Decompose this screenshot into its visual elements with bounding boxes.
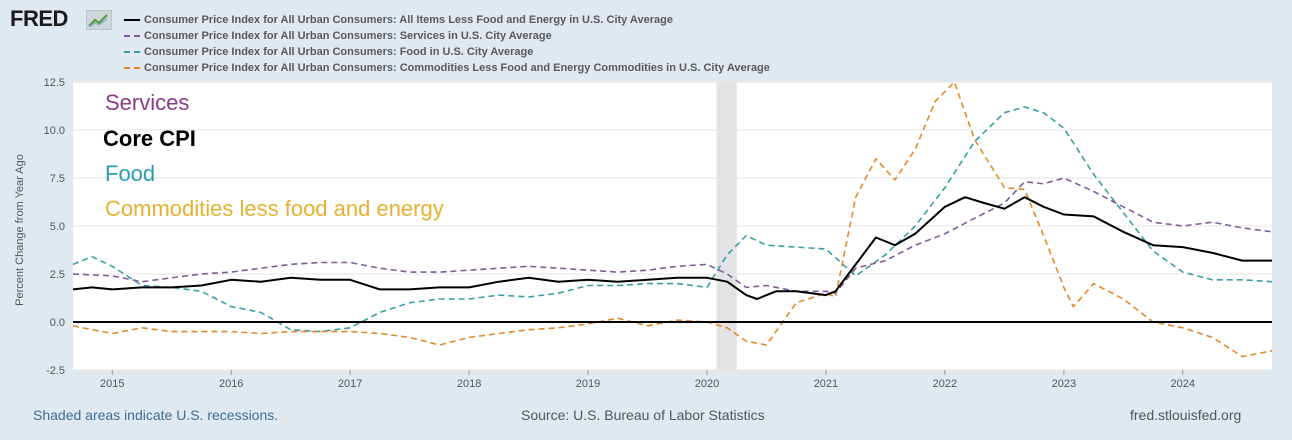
legend-swatch-services <box>124 35 140 38</box>
source-note: Source: U.S. Bureau of Labor Statistics <box>521 407 765 423</box>
chart-legend: Consumer Price Index for All Urban Consu… <box>124 12 770 76</box>
y-tick-label: 0.0 <box>50 317 65 329</box>
legend-label-food: Consumer Price Index for All Urban Consu… <box>144 46 534 58</box>
overlay-label-core: Core CPI <box>103 126 196 151</box>
y-tick-label: -2.5 <box>46 365 65 377</box>
fred-chart-icon <box>86 10 112 30</box>
site-link[interactable]: fred.stlouisfed.org <box>1130 407 1242 423</box>
y-tick-label: 10.0 <box>44 125 65 137</box>
grid-layer <box>73 81 1272 371</box>
series-line-core <box>72 196 1272 300</box>
legend-swatch-commodities <box>124 67 140 70</box>
overlay-label-services: Services <box>105 90 190 115</box>
axis-layer: 12.5 10.0 7.5 5.0 2.5 0.0 -2.5 2015 2016 2017 2018… <box>44 77 1272 390</box>
x-tick-label: 2020 <box>695 378 719 390</box>
series-line-food <box>72 106 1273 333</box>
legend-item-food[interactable]: Consumer Price Index for All Urban Consu… <box>124 44 770 60</box>
series-layer <box>72 81 1273 358</box>
legend-item-services[interactable]: Consumer Price Index for All Urban Consu… <box>124 28 770 44</box>
x-tick-label: 2016 <box>219 378 243 390</box>
series-line-services <box>72 177 1273 295</box>
y-axis-label: Percent Change from Year Ago <box>14 154 26 306</box>
x-tick-label: 2015 <box>100 378 124 390</box>
y-tick-label: 5.0 <box>50 221 65 233</box>
y-tick-label: 12.5 <box>44 77 65 89</box>
x-tick-label: 2017 <box>338 378 362 390</box>
legend-swatch-core <box>124 19 140 22</box>
recession-note: Shaded areas indicate U.S. recessions. <box>33 407 279 423</box>
x-tick-label: 2023 <box>1052 378 1076 390</box>
legend-label-services: Consumer Price Index for All Urban Consu… <box>144 30 552 42</box>
y-tick-label: 2.5 <box>50 269 65 281</box>
legend-item-commodities[interactable]: Consumer Price Index for All Urban Consu… <box>124 60 770 76</box>
overlay-label-food: Food <box>105 161 156 186</box>
fred-logo: FRED <box>10 6 68 31</box>
legend-item-core[interactable]: Consumer Price Index for All Urban Consu… <box>124 12 770 28</box>
legend-label-commodities: Consumer Price Index for All Urban Consu… <box>144 62 770 74</box>
x-tick-label: 2018 <box>457 378 481 390</box>
y-tick-label: 7.5 <box>50 173 65 185</box>
fred-chart-glyph <box>88 14 108 28</box>
x-tick-label: 2021 <box>814 378 838 390</box>
legend-swatch-food <box>124 51 140 54</box>
x-tick-label: 2019 <box>576 378 600 390</box>
series-line-commodities <box>72 81 1273 358</box>
overlay-label-commodities: Commodities less food and energy <box>105 196 444 221</box>
x-tick-label: 2022 <box>933 378 957 390</box>
legend-label-core: Consumer Price Index for All Urban Consu… <box>144 14 673 26</box>
x-tick-label: 2024 <box>1171 378 1195 390</box>
